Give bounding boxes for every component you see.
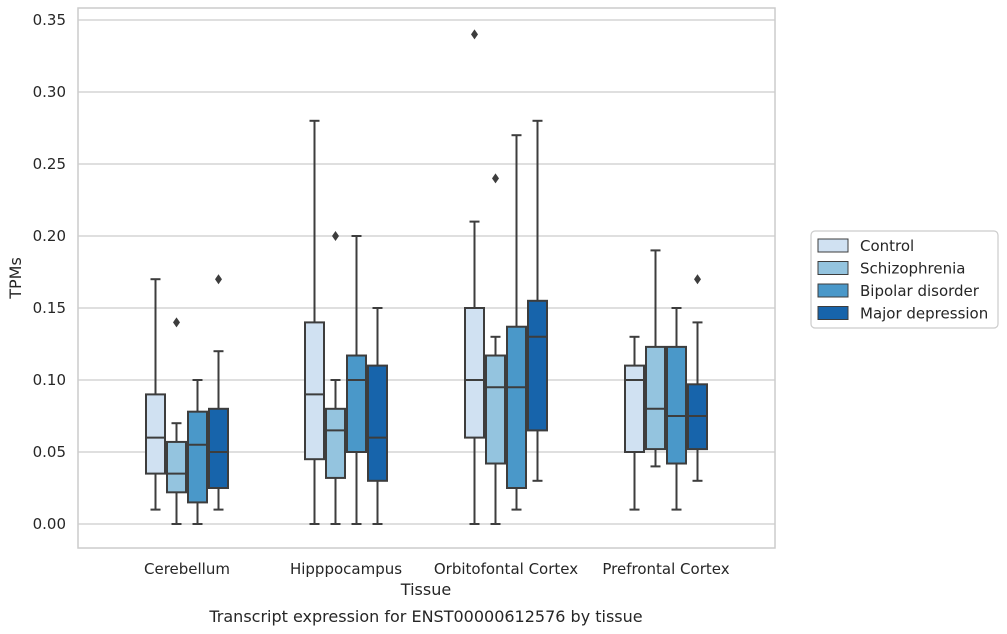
- legend-label: Major depression: [860, 305, 988, 323]
- x-tick-label: Orbitofontal Cortex: [434, 560, 578, 578]
- box-iqr: [346, 354, 367, 453]
- legend-frame: [810, 230, 999, 329]
- box-iqr: [166, 440, 187, 494]
- legend-label: Schizophrenia: [860, 260, 965, 278]
- box-iqr: [208, 407, 229, 489]
- box-control: [624, 335, 645, 511]
- plot-boxes: [145, 29, 708, 525]
- y-tick-label: 0.30: [33, 83, 66, 101]
- x-tick-label: Cerebellum: [144, 560, 230, 578]
- legend-swatch: [817, 283, 849, 298]
- chart-caption: Transcript expression for ENST0000061257…: [208, 607, 642, 626]
- legend: Control Schizophrenia Bipolar disorder Majo…: [810, 230, 999, 329]
- x-tick-label: Hipppocampus: [290, 560, 402, 578]
- box-schizophrenia: [645, 249, 666, 468]
- y-tick-label: 0.15: [33, 299, 66, 317]
- legend-label: Control: [860, 237, 914, 255]
- box-iqr: [485, 354, 506, 465]
- outlier-point: [492, 173, 499, 184]
- y-axis-label: TPMs: [6, 257, 25, 300]
- outlier-point: [173, 317, 180, 328]
- outlier-point: [694, 274, 701, 285]
- plot-frame: [77, 7, 776, 549]
- outlier-point: [215, 274, 222, 285]
- box-iqr: [145, 393, 166, 475]
- outlier-point: [471, 29, 478, 40]
- box-bipolar-disorder: [187, 379, 208, 525]
- box-major-depression: [367, 307, 388, 525]
- box-major-depression: [527, 119, 548, 482]
- box-control: [304, 119, 325, 525]
- box-iqr: [527, 299, 548, 432]
- outlier-point: [332, 231, 339, 241]
- box-iqr: [187, 410, 208, 504]
- y-tick-label: 0.35: [33, 11, 66, 29]
- box-iqr: [666, 345, 687, 465]
- box-iqr: [506, 325, 527, 489]
- box-major-depression: [208, 274, 229, 511]
- y-tick-label: 0.05: [33, 443, 66, 461]
- y-tick-label: 0.25: [33, 155, 66, 173]
- box-iqr: [367, 364, 388, 482]
- box-iqr: [304, 321, 325, 461]
- legend-swatch: [817, 306, 849, 320]
- box-schizophrenia: [485, 173, 506, 525]
- box-iqr: [624, 364, 645, 454]
- box-schizophrenia: [325, 231, 346, 525]
- legend-label: Bipolar disorder: [860, 282, 980, 300]
- box-iqr: [464, 307, 485, 439]
- y-tick-label: 0.10: [33, 371, 66, 389]
- box-iqr: [325, 407, 346, 479]
- legend-swatch: [817, 238, 849, 253]
- box-major-depression: [687, 274, 708, 482]
- box-control: [145, 278, 166, 511]
- legend-swatch: [817, 261, 849, 275]
- box-bipolar-disorder: [666, 307, 687, 511]
- box-schizophrenia: [166, 317, 187, 525]
- box-bipolar-disorder: [346, 235, 367, 525]
- x-tick-labels: Cerebellum Hipppocampus Orbitofontal Corte…: [144, 560, 730, 578]
- x-tick-label: Prefrontal Cortex: [602, 560, 729, 578]
- box-iqr: [645, 345, 666, 451]
- y-tick-label: 0.00: [33, 515, 66, 533]
- y-tick-label: 0.20: [33, 227, 66, 245]
- y-tick-labels: 0.00 0.05 0.10 0.15 0.20 0.25 0.30 0.35: [33, 11, 66, 533]
- box-control: [464, 29, 485, 525]
- box-bipolar-disorder: [506, 134, 527, 511]
- x-axis-label: Tissue: [400, 580, 451, 599]
